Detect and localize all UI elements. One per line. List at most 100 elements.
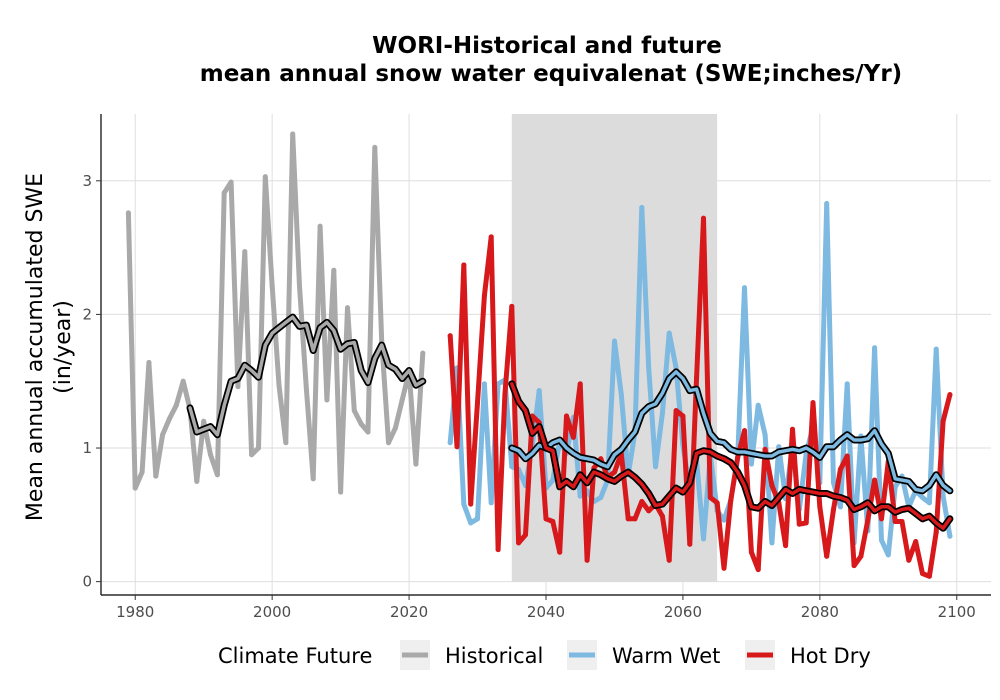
data-point-historical	[194, 478, 200, 484]
x-tick-label-1980: 1980	[116, 603, 154, 621]
data-point-hot-dry	[646, 508, 652, 514]
data-point-warm-wet	[536, 388, 542, 394]
data-point-historical	[358, 421, 364, 427]
data-point-historical	[166, 416, 172, 422]
data-point-hot-dry	[557, 549, 563, 555]
data-point-historical	[283, 440, 289, 446]
data-point-historical	[324, 397, 330, 403]
data-point-historical	[201, 418, 207, 424]
data-point-historical	[399, 397, 405, 403]
series-line-historical	[125, 131, 426, 495]
data-point-historical	[249, 452, 255, 458]
data-point-warm-wet	[844, 381, 850, 387]
data-point-hot-dry	[481, 293, 487, 299]
data-point-hot-dry	[735, 454, 741, 460]
data-point-historical	[303, 386, 309, 392]
data-point-hot-dry	[639, 498, 645, 504]
data-point-historical	[255, 445, 261, 451]
data-point-hot-dry	[570, 434, 576, 440]
data-point-hot-dry	[495, 547, 501, 553]
data-point-hot-dry	[461, 262, 467, 268]
data-point-warm-wet	[872, 345, 878, 351]
data-point-warm-wet	[831, 480, 837, 486]
data-point-hot-dry	[940, 418, 946, 424]
data-point-hot-dry	[851, 563, 857, 569]
legend-label-historical: Historical	[445, 644, 543, 668]
data-point-historical	[235, 384, 241, 390]
data-point-historical	[351, 408, 357, 414]
data-point-historical	[365, 429, 371, 435]
data-point-hot-dry	[625, 516, 631, 522]
data-point-warm-wet	[748, 461, 754, 467]
data-point-hot-dry	[707, 494, 713, 500]
x-tick-label-2100: 2100	[938, 603, 976, 621]
data-point-warm-wet	[488, 500, 494, 506]
data-point-hot-dry	[666, 557, 672, 563]
x-tick-label-2020: 2020	[390, 603, 428, 621]
data-point-warm-wet	[611, 338, 617, 344]
data-point-warm-wet	[646, 365, 652, 371]
data-point-hot-dry	[454, 444, 460, 450]
data-point-warm-wet	[762, 432, 768, 438]
data-point-warm-wet	[653, 464, 659, 470]
data-point-warm-wet	[481, 381, 487, 387]
data-point-warm-wet	[475, 516, 481, 522]
data-point-historical	[290, 131, 296, 137]
data-point-warm-wet	[920, 494, 926, 500]
data-point-historical	[139, 469, 145, 475]
data-point-hot-dry	[577, 381, 583, 387]
legend-entry-warm-wet: Warm Wet	[567, 640, 720, 670]
data-point-warm-wet	[947, 533, 953, 539]
data-point-warm-wet	[755, 402, 761, 408]
data-point-hot-dry	[659, 513, 665, 519]
x-tick-label-2040: 2040	[527, 603, 565, 621]
legend: Climate Future Historical Warm Wet Hot D…	[218, 640, 871, 670]
data-point-hot-dry	[543, 516, 549, 522]
data-point-hot-dry	[584, 557, 590, 563]
series-layer	[125, 131, 954, 579]
data-point-historical	[242, 249, 248, 255]
data-point-hot-dry	[933, 529, 939, 535]
data-point-hot-dry	[632, 516, 638, 522]
data-point-historical	[180, 378, 186, 384]
data-point-warm-wet	[892, 484, 898, 490]
data-point-warm-wet	[776, 444, 782, 450]
data-point-hot-dry	[687, 541, 693, 547]
data-point-warm-wet	[666, 330, 672, 336]
data-point-historical	[344, 305, 350, 311]
data-point-warm-wet	[509, 464, 515, 470]
legend-entry-hot-dry: Hot Dry	[745, 640, 871, 670]
data-point-hot-dry	[844, 453, 850, 459]
data-point-warm-wet	[550, 477, 556, 483]
series-line-hot-dry-10-yr-rolling-mean	[510, 382, 952, 530]
data-point-hot-dry	[680, 413, 686, 419]
data-point-historical	[372, 144, 378, 150]
data-point-warm-wet	[933, 346, 939, 352]
tick-labels: 1980 2000 2020 2040 2060 2080 2100 0 1 2 3	[82, 172, 975, 621]
y-tick-label-2: 2	[82, 305, 92, 323]
data-point-hot-dry	[810, 400, 816, 406]
data-point-warm-wet	[447, 440, 453, 446]
data-point-historical	[317, 223, 323, 229]
series-line-warm-wet-10-yr-rolling-mean	[510, 370, 952, 493]
data-point-hot-dry	[611, 469, 617, 475]
data-point-hot-dry	[872, 477, 878, 483]
data-point-warm-wet	[461, 501, 467, 507]
data-point-hot-dry	[700, 215, 706, 221]
data-point-hot-dry	[468, 501, 474, 507]
data-point-hot-dry	[920, 571, 926, 577]
data-point-hot-dry	[447, 333, 453, 339]
data-point-historical	[297, 283, 303, 289]
y-tick-label-1: 1	[82, 439, 92, 457]
data-point-historical	[125, 210, 131, 216]
data-point-warm-wet	[721, 517, 727, 523]
data-point-hot-dry	[694, 374, 700, 380]
data-point-warm-wet	[824, 201, 830, 207]
x-tick-label-2000: 2000	[253, 603, 291, 621]
data-point-warm-wet	[700, 536, 706, 542]
data-point-hot-dry	[721, 565, 727, 571]
data-point-hot-dry	[742, 428, 748, 434]
data-point-historical	[386, 440, 392, 446]
y-axis-label-line2: (in/year)	[51, 300, 76, 394]
data-point-historical	[269, 283, 275, 289]
